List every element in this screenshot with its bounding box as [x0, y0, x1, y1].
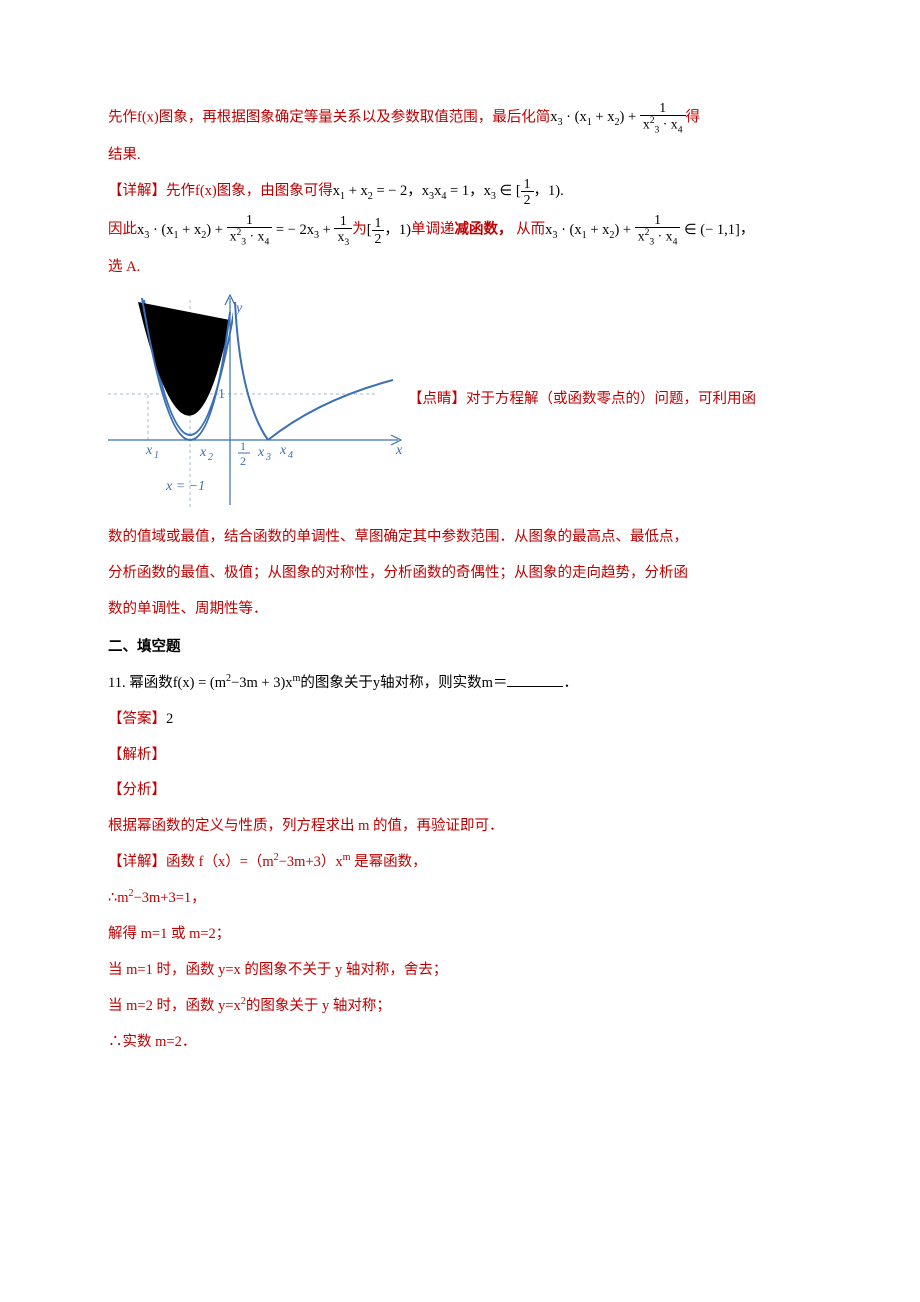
- p11-answer: 【答案】2: [108, 704, 812, 736]
- expr-rep: x3 · (x1 + x2) + 1x23 · x4 = − 2x3 + 1x3: [137, 222, 352, 238]
- p11-jiexi: 【解析】: [108, 740, 812, 772]
- p11-fenxi: 【分析】: [108, 775, 812, 807]
- range2: [12，1): [367, 222, 411, 238]
- svg-text:1: 1: [240, 439, 246, 453]
- p11-stem: 11. 幂函数f(x) = (m2−3m + 3)xm的图象关于y轴对称，则实数…: [108, 668, 812, 700]
- p10-summary-line2: 结果.: [108, 140, 812, 172]
- p10-therefore: 因此x3 · (x1 + x2) + 1x23 · x4 = − 2x3 + 1…: [108, 212, 812, 248]
- svg-text:y: y: [234, 301, 243, 316]
- detail-label: 【详解】: [108, 183, 166, 199]
- p11-step1: ∴m2−3m+3=1，: [108, 883, 812, 915]
- text: 先作f(x)图象，再根据图象确定等量关系以及参数取值范围，最后化简: [108, 109, 550, 125]
- graph-side-text: 【点睛】对于方程解（或函数零点的）问题，可利用函: [408, 384, 756, 416]
- p10-select: 选 A.: [108, 252, 812, 284]
- p10-conclusion-l3: 数的单调性、周期性等．: [108, 594, 812, 626]
- svg-text:3: 3: [265, 452, 271, 463]
- document-page: 先作f(x)图象，再根据图象确定等量关系以及参数取值范围，最后化简x3 · (x…: [0, 0, 920, 1302]
- p10-summary-line1: 先作f(x)图象，再根据图象确定等量关系以及参数取值范围，最后化简x3 · (x…: [108, 100, 812, 136]
- text: 得: [686, 109, 701, 125]
- eq1: x1 + x2 = − 2，x3x4 = 1，x3 ∈ [12，1): [333, 183, 560, 199]
- svg-text:1: 1: [218, 387, 225, 402]
- p10-conclusion-l1: 数的值域或最值，结合函数的单调性、草图确定其中参数范围．从图象的最高点、最低点，: [108, 522, 812, 554]
- svg-text:x = −1: x = −1: [165, 479, 205, 494]
- svg-text:x: x: [395, 443, 403, 458]
- p11-step5: ∴实数 m=2．: [108, 1027, 812, 1059]
- p10-conclusion-l2: 分析函数的最值、极值；从图象的对称性，分析函数的奇偶性；从图象的走向趋势，分析函: [108, 558, 812, 590]
- svg-text:1: 1: [154, 450, 159, 461]
- p11-detail-l1: 【详解】函数 f（x）=（m2−3m+3）xm 是幂函数，: [108, 847, 812, 879]
- p10-detail-line1: 【详解】先作f(x)图象，由图象可得x1 + x2 = − 2，x3x4 = 1…: [108, 176, 812, 208]
- p11-step4: 当 m=2 时，函数 y=x2的图象关于 y 轴对称；: [108, 991, 812, 1023]
- svg-text:x: x: [279, 443, 287, 458]
- function-graph: y x 1 x1 x2 x3 x4 1 2 x = −1: [108, 290, 408, 510]
- p11-step2: 解得 m=1 或 m=2；: [108, 919, 812, 951]
- p11-fx: f(x) = (m2−3m + 3)xm: [173, 675, 301, 691]
- expr-rep2: x3 · (x1 + x2) + 1x23 · x4 ∈ (− 1,1]: [545, 222, 740, 238]
- blank-underline: [507, 671, 563, 687]
- svg-text:x: x: [257, 445, 265, 460]
- expr: x3 · (x1 + x2) + 1x23 · x4: [550, 109, 685, 125]
- svg-text:4: 4: [288, 450, 293, 461]
- p10-graph-row: y x 1 x1 x2 x3 x4 1 2 x = −1 【点睛】对于方程解（或…: [108, 290, 812, 510]
- svg-text:2: 2: [208, 452, 213, 463]
- svg-text:2: 2: [240, 454, 246, 468]
- section-2-title: 二、填空题: [108, 632, 812, 664]
- svg-text:x: x: [199, 445, 207, 460]
- p11-fenxi-text: 根据幂函数的定义与性质，列方程求出 m 的值，再验证即可．: [108, 811, 812, 843]
- p11-step3: 当 m=1 时，函数 y=x 的图象不关于 y 轴对称，舍去；: [108, 955, 812, 987]
- svg-text:x: x: [145, 443, 153, 458]
